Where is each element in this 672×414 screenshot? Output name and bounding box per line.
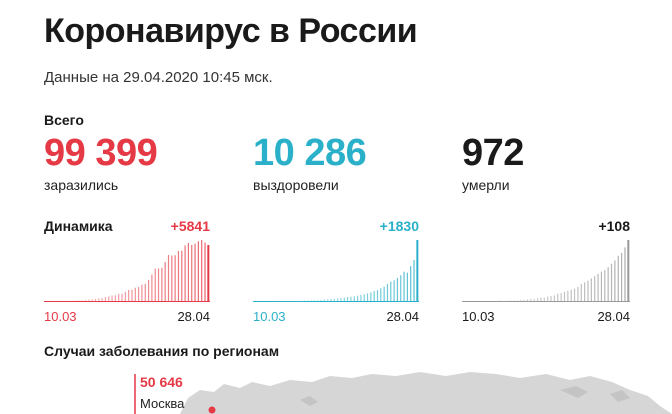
recovered-axis-end: 28.04 <box>386 309 419 324</box>
recovered-dynamics-chart <box>253 240 419 302</box>
dynamics-label: Динамика <box>44 218 113 234</box>
died-axis-start: 10.03 <box>462 309 495 324</box>
recovered-label: выздоровели <box>253 177 339 193</box>
infected-dynamics-chart <box>44 240 210 302</box>
infected-bars <box>45 240 210 301</box>
data-timestamp: Данные на 29.04.2020 10:45 мск. <box>44 69 273 86</box>
infected-label: заразились <box>44 177 119 193</box>
infected-delta: +5841 <box>170 218 210 234</box>
died-label: умерли <box>462 177 510 193</box>
died-axis-end: 28.04 <box>597 309 630 324</box>
died-bars <box>500 240 630 301</box>
map-landmass <box>180 372 672 414</box>
moscow-marker <box>208 406 216 414</box>
died-stat: 972 умерли <box>462 132 524 193</box>
recovered-bars <box>273 240 419 301</box>
died-dynamics-chart <box>462 240 630 302</box>
regions-title: Случаи заболевания по регионам <box>44 343 280 359</box>
recovered-total: 10 286 <box>253 132 367 174</box>
russia-region-map <box>134 372 672 414</box>
recovered-axis-start: 10.03 <box>253 309 286 324</box>
recovered-delta: +1830 <box>379 218 419 234</box>
infected-axis-end: 28.04 <box>177 309 210 324</box>
moscow-label: Москва <box>140 396 185 411</box>
infected-total: 99 399 <box>44 132 158 174</box>
totals-label: Всего <box>44 112 84 128</box>
died-total: 972 <box>462 132 524 174</box>
infected-stat: 99 399 заразились <box>44 132 158 193</box>
recovered-stat: 10 286 выздоровели <box>253 132 367 193</box>
infected-axis-start: 10.03 <box>44 309 77 324</box>
page-title: Коронавирус в России <box>44 12 418 50</box>
died-delta: +108 <box>598 218 630 234</box>
moscow-case-count: 50 646 <box>140 374 183 390</box>
